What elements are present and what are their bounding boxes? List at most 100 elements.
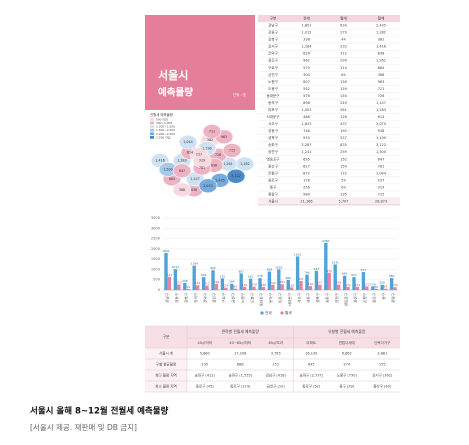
x-tick-label: 관악구 <box>202 292 207 303</box>
table-cell: 1,500 <box>376 150 386 154</box>
table-cell: 237 <box>378 178 385 182</box>
x-tick-label: 양천구 <box>334 292 339 303</box>
summary-cell: 강남구 (418) <box>266 373 287 378</box>
table-cell: 576 <box>303 94 310 98</box>
y-tick-label: 0 <box>158 288 161 292</box>
value-label: 150 <box>261 283 267 287</box>
map-legend-swatch <box>150 118 154 121</box>
summary-group-header: 유형별 전월세 예측물량 <box>328 329 366 334</box>
table-cell: 64 <box>341 73 346 77</box>
table-cell: 종로구 <box>268 178 278 182</box>
map-legend-label: 2,500 이상 <box>156 134 171 139</box>
table-cell: 1,801 <box>301 24 311 28</box>
value-label: 44 <box>186 285 190 289</box>
map-district <box>172 182 192 198</box>
table-cell: 695 <box>303 157 310 161</box>
table-cell: 서울시 <box>268 198 278 203</box>
value-label: 1002 <box>275 265 283 269</box>
bar <box>183 283 187 290</box>
table-cell: 44 <box>341 38 346 42</box>
value-label: 270 <box>176 280 182 284</box>
bar <box>186 289 190 290</box>
map-value-label: 938 <box>211 163 217 167</box>
table-cell: 898 <box>303 101 310 105</box>
table-cell: 5,707 <box>338 199 348 203</box>
x-tick-label: 도봉구 <box>249 292 254 303</box>
x-tick-label: 서대문구 <box>287 292 292 306</box>
bar <box>277 269 281 290</box>
panel-title: 서울시 <box>158 68 188 82</box>
table-cell: 1,044 <box>376 171 387 175</box>
table-cell: 192 <box>340 129 347 133</box>
table-cell: 807 <box>303 80 310 84</box>
map-legend-swatch <box>150 128 154 132</box>
table-cell: 1,633 <box>301 122 311 126</box>
table-cell: 319 <box>378 185 385 189</box>
x-tick-label: 구로구 <box>222 292 226 303</box>
table-cell: 159 <box>340 87 347 91</box>
summary-cell: 종로구 (52) <box>302 385 321 389</box>
table-cell: 59 <box>341 178 345 182</box>
bar <box>383 288 388 290</box>
table-cell: 570 <box>303 66 310 70</box>
table-cell: 684 <box>378 66 385 70</box>
summary-cell: 송파구 (412) <box>195 373 216 378</box>
map-district <box>198 178 218 194</box>
value-label: 178 <box>370 282 376 286</box>
x-tick-label: 마포구 <box>278 292 283 303</box>
table-cell: 382 <box>378 38 385 42</box>
table-cell: 150 <box>340 94 347 98</box>
value-label: 1633 <box>294 252 302 256</box>
bar <box>333 264 337 290</box>
table-cell: 광진구 <box>268 58 278 63</box>
x-tick-label: 강동구 <box>174 292 179 303</box>
value-label: 626 <box>201 273 207 277</box>
table-cell: 627 <box>303 164 310 168</box>
x-tick-label: 강북구 <box>184 292 189 303</box>
bar <box>346 286 350 290</box>
table-cell: 성북구 <box>268 135 278 140</box>
summary-cell: 155 <box>379 363 386 367</box>
map-value-label: 1,190 <box>202 146 211 150</box>
table-cell: 금천구 <box>268 72 278 77</box>
x-tick-label: 영등포구 <box>343 292 348 306</box>
value-label: 259 <box>336 281 342 285</box>
value-label: 152 <box>345 283 351 287</box>
bar <box>224 287 228 290</box>
summary-cell: 노원구 (730) <box>337 373 358 378</box>
x-tick-label: 은평구 <box>362 292 367 303</box>
y-tick-label: 2500 <box>151 237 161 241</box>
bar <box>361 272 366 290</box>
table-cell: 63 <box>341 185 345 189</box>
value-label: 212 <box>204 282 210 286</box>
table-cell: 437 <box>340 122 347 126</box>
table-cell: 232 <box>340 45 347 49</box>
summary-cell: 강서구 (362) <box>372 373 393 378</box>
x-tick-label: 서초구 <box>296 292 301 303</box>
table-cell: 259 <box>340 150 347 154</box>
table-cell: 114 <box>340 66 347 70</box>
table-cell: 962 <box>303 59 310 63</box>
y-tick-label: 3500 <box>151 216 161 220</box>
table-cell: 1,282 <box>376 31 386 35</box>
unit-label: 단위 : 호 <box>233 92 247 97</box>
value-label: 192 <box>308 282 314 286</box>
x-tick-label: 강서구 <box>193 292 198 303</box>
value-label: 552 <box>248 275 254 279</box>
bar <box>233 288 237 290</box>
table-cell: 강북구 <box>268 37 278 42</box>
table-cell: 1,012 <box>301 31 311 35</box>
value-label: 962 <box>210 266 216 270</box>
table-cell: 154 <box>340 164 347 168</box>
table-cell: 노원구 <box>268 79 278 84</box>
bar <box>252 286 256 290</box>
map-legend-title: 전월세 예측물량 <box>150 112 173 117</box>
summary-row-label: 최소 물량 지역 <box>155 384 177 389</box>
value-label: 159 <box>251 283 257 287</box>
table-cell: 서대문구 <box>267 114 281 119</box>
summary-cell: 종로구 (45) <box>196 385 215 389</box>
table-cell: 3,122 <box>376 143 386 147</box>
table-cell: 은평구 <box>268 170 278 175</box>
table-header-cell: 합계 <box>378 16 385 21</box>
